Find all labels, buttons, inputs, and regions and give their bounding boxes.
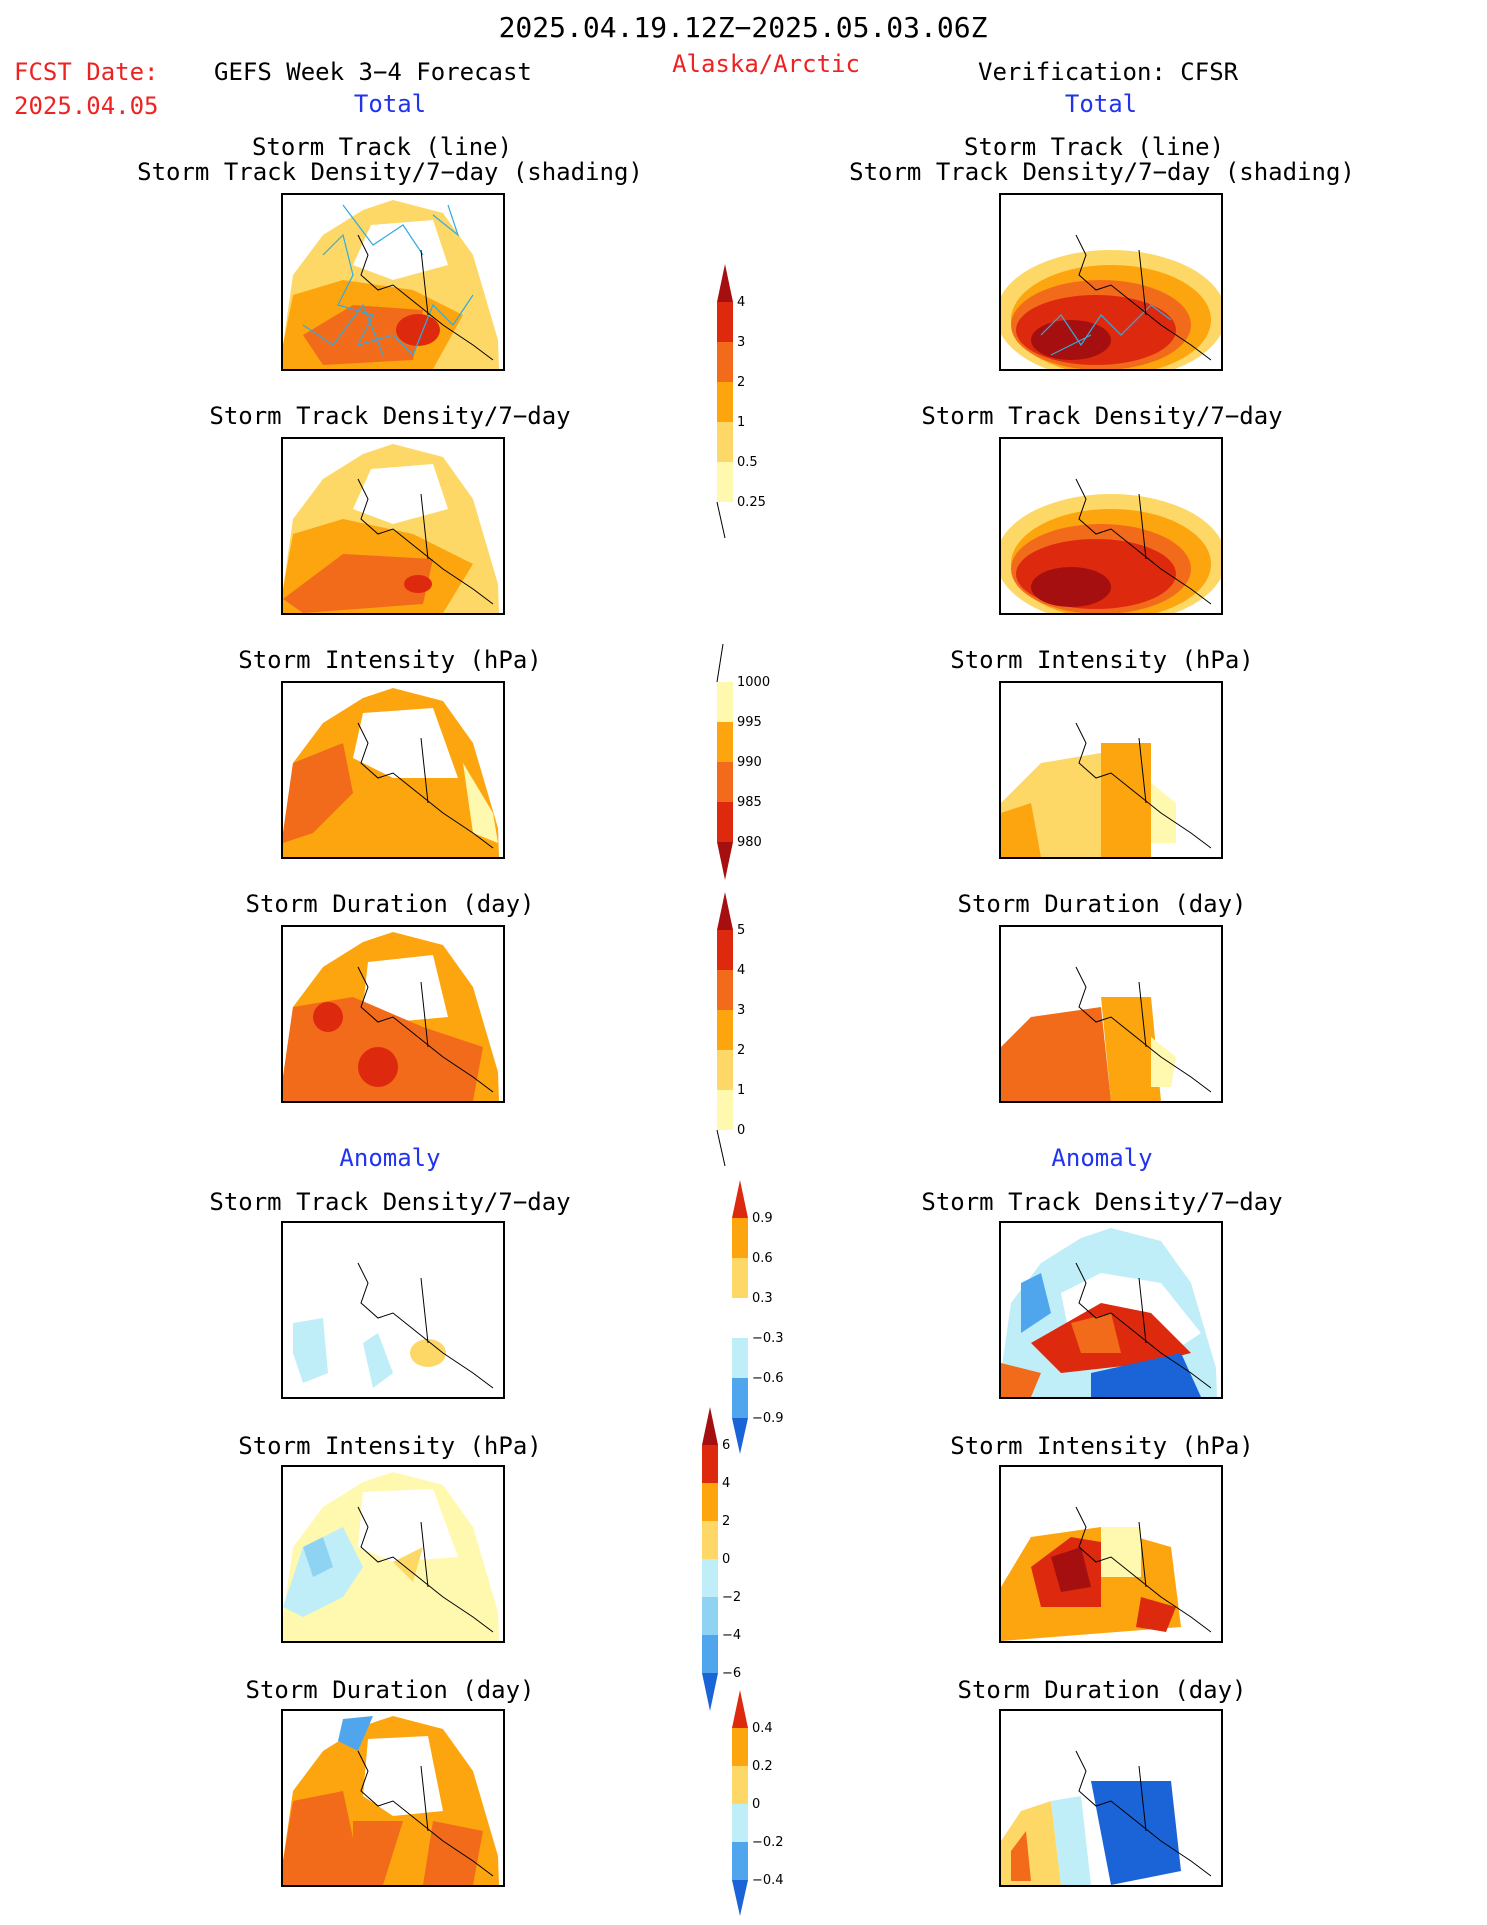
title-track-line-right: Storm Track (line)	[963, 133, 1225, 161]
title-track-shading-right: Storm Track Density/7−day (shading)	[849, 158, 1355, 186]
model-title: GEFS Week 3−4 Forecast	[214, 58, 532, 86]
tick-neg-2: −2	[722, 1590, 741, 1605]
tick-6: 6	[722, 1438, 730, 1453]
section-total-right: Total	[1064, 90, 1138, 118]
tick-3: 3	[737, 335, 745, 350]
tick-0.9: 0.9	[752, 1211, 773, 1226]
title-duration-right: Storm Duration (day)	[957, 890, 1247, 918]
tick-2: 2	[737, 375, 745, 390]
map-duration-anomaly-verification	[999, 1709, 1223, 1887]
tick-neg-0.6: −0.6	[752, 1371, 784, 1386]
title-track-shading-left: Storm Track Density/7−day (shading)	[137, 158, 643, 186]
tick-980: 980	[737, 835, 762, 850]
tick-1: 1	[737, 1083, 745, 1098]
tick-995: 995	[737, 715, 762, 730]
tick-0: 0	[737, 1123, 745, 1138]
map-duration-verification	[999, 925, 1223, 1103]
title-track-line-left: Storm Track (line)	[251, 133, 513, 161]
tick-0.2: 0.2	[752, 1759, 773, 1774]
title-density-right: Storm Track Density/7−day	[921, 402, 1283, 430]
title-duration-anom-right: Storm Duration (day)	[957, 1676, 1247, 1704]
colorbar-density-total: 0.25 0.5 1 2 3 4	[716, 264, 766, 539]
tick-4: 4	[722, 1476, 730, 1491]
title-intensity-anom-right: Storm Intensity (hPa)	[950, 1432, 1254, 1460]
title-duration-left: Storm Duration (day)	[245, 890, 535, 918]
tick-2: 2	[737, 1043, 745, 1058]
tick-0.6: 0.6	[752, 1251, 773, 1266]
tick-neg-0.9: −0.9	[752, 1411, 784, 1426]
map-duration-forecast	[281, 925, 505, 1103]
colorbar-duration-anomaly: 0.4 0.2 0 −0.2 −0.4	[732, 1690, 784, 1916]
tick-2: 2	[722, 1514, 730, 1529]
map-density-anomaly-verification	[999, 1221, 1223, 1399]
tick-0: 0	[722, 1552, 730, 1567]
map-duration-anomaly-forecast	[281, 1709, 505, 1887]
map-density-forecast	[281, 437, 505, 615]
colorbar-density-anomaly: 0.9 0.6 0.3 −0.3 −0.6 −0.9	[732, 1180, 784, 1454]
tick-990: 990	[737, 755, 762, 770]
title-density-left: Storm Track Density/7−day	[209, 402, 571, 430]
tick-985: 985	[737, 795, 762, 810]
date-range-title: 2025.04.19.12Z−2025.05.03.06Z	[498, 11, 988, 44]
verification-title: Verification: CFSR	[978, 58, 1239, 86]
section-total-left: Total	[353, 90, 427, 118]
tick-1000: 1000	[737, 675, 770, 690]
section-anomaly-right: Anomaly	[1051, 1144, 1153, 1172]
map-track-forecast	[281, 193, 505, 371]
map-intensity-verification	[999, 681, 1223, 859]
tick-4: 4	[737, 295, 745, 310]
tick-1: 1	[737, 415, 745, 430]
colorbar-intensity-anomaly: 6 4 2 0 −2 −4 −6	[702, 1407, 741, 1711]
tick-4: 4	[737, 963, 745, 978]
tick-0: 0	[752, 1797, 760, 1812]
section-anomaly-left: Anomaly	[339, 1144, 441, 1172]
title-density-anom-right: Storm Track Density/7−day	[921, 1188, 1283, 1216]
map-track-verification	[999, 193, 1223, 371]
map-density-verification	[999, 437, 1223, 615]
fcst-date-label: FCST Date:	[14, 58, 159, 86]
tick-0.25: 0.25	[737, 495, 766, 510]
colorbar-duration-total: 0 1 2 3 4 5	[716, 892, 745, 1167]
tick-0.3: 0.3	[752, 1291, 773, 1306]
tick-0.4: 0.4	[752, 1721, 773, 1736]
region-title: Alaska/Arctic	[672, 50, 860, 78]
map-intensity-anomaly-forecast	[281, 1465, 505, 1643]
title-density-anom-left: Storm Track Density/7−day	[209, 1188, 571, 1216]
tick-3: 3	[737, 1003, 745, 1018]
title-duration-anom-left: Storm Duration (day)	[245, 1676, 535, 1704]
tick-neg-0.2: −0.2	[752, 1835, 784, 1850]
tick-neg-4: −4	[722, 1628, 741, 1643]
map-density-anomaly-forecast	[281, 1221, 505, 1399]
tick-neg-0.3: −0.3	[752, 1331, 784, 1346]
tick-neg-6: −6	[722, 1666, 741, 1681]
fcst-date-value: 2025.04.05	[14, 92, 159, 120]
map-intensity-forecast	[281, 681, 505, 859]
tick-5: 5	[737, 923, 745, 938]
tick-0.5: 0.5	[737, 455, 758, 470]
title-intensity-right: Storm Intensity (hPa)	[950, 646, 1254, 674]
map-intensity-anomaly-verification	[999, 1465, 1223, 1643]
colorbar-intensity-total: 1000 995 990 985 980	[716, 643, 770, 880]
title-intensity-left: Storm Intensity (hPa)	[238, 646, 542, 674]
title-intensity-anom-left: Storm Intensity (hPa)	[238, 1432, 542, 1460]
tick-neg-0.4: −0.4	[752, 1873, 784, 1888]
